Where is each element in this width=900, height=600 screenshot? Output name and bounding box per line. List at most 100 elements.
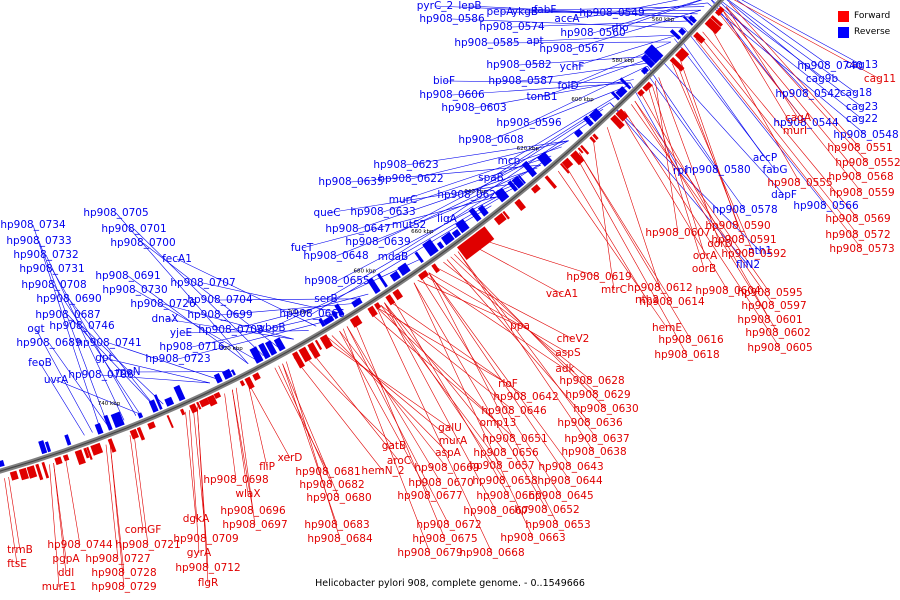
gene-label: hp908_0730	[102, 284, 167, 296]
gene-label: hp908_0746	[49, 320, 115, 332]
reverse-gene-feature	[615, 86, 628, 98]
label-leader	[528, 65, 648, 124]
reverse-gene-feature	[94, 423, 104, 435]
gene-label: ligA	[437, 213, 457, 225]
gene-label: hp908_0675	[412, 533, 477, 545]
label-leader	[105, 444, 119, 560]
gene-label: hp908_0704	[187, 294, 253, 306]
forward-gene-feature	[189, 403, 199, 414]
gene-label: hp908_0666	[279, 308, 345, 320]
label-leader	[219, 298, 361, 301]
label-leader	[350, 164, 541, 183]
forward-gene-feature	[180, 408, 186, 416]
gene-label: serB	[314, 293, 337, 305]
label-leader	[557, 170, 668, 329]
forward-gene-feature	[26, 465, 38, 479]
gene-label: dapF	[771, 189, 797, 201]
label-leader	[413, 282, 534, 539]
label-leader	[684, 27, 827, 207]
gene-label: bioF	[433, 75, 455, 87]
gene-label: flgR	[198, 577, 219, 589]
legend-reverse-label: Reverse	[854, 27, 891, 37]
gene-label: cag11	[864, 73, 896, 85]
gene-label: mcp	[498, 155, 521, 167]
gene-label: hp908_0604	[695, 285, 761, 297]
label-leader	[247, 381, 268, 468]
label-leader	[191, 312, 339, 348]
gene-label: pyrC_2	[417, 0, 453, 12]
label-leader	[354, 321, 446, 540]
gene-label: hp908_0690	[36, 293, 101, 305]
gene-label: wbpB	[256, 322, 285, 334]
label-leader	[428, 272, 569, 354]
forward-gene-feature	[704, 17, 722, 35]
forward-gene-feature	[292, 351, 305, 369]
forward-gene-feature	[74, 449, 86, 465]
forward-gene-feature	[577, 147, 584, 154]
label-leader	[115, 212, 249, 364]
label-leader	[342, 328, 431, 554]
label-leader	[473, 79, 634, 109]
gene-label: hp908_0728	[91, 567, 156, 579]
gene-label: hp908_0619	[566, 271, 631, 283]
gene-label: hp908_0703	[198, 324, 263, 336]
gene-label: hemE	[652, 322, 682, 334]
gene-label: trmB	[7, 544, 33, 556]
forward-gene-feature	[374, 302, 382, 310]
gene-label: hp908_0681	[295, 466, 360, 478]
label-leader	[534, 34, 678, 42]
label-leader	[324, 339, 451, 429]
gene-label: dgkA	[183, 513, 210, 525]
gene-label: murA	[439, 435, 468, 447]
gene-label: folD	[557, 80, 578, 92]
label-leader	[606, 127, 661, 289]
label-leader	[384, 302, 506, 482]
label-leader	[457, 251, 595, 453]
label-leader	[609, 102, 749, 266]
label-leader	[443, 80, 631, 84]
gene-label: hp908_0618	[654, 349, 719, 361]
label-leader	[571, 9, 701, 50]
gene-label: hp908_0566	[793, 200, 859, 212]
gene-label: hp908_0572	[825, 229, 890, 241]
gene-label: hp908_0696	[220, 505, 286, 517]
label-leader	[619, 0, 703, 29]
gene-label: hp908_0732	[13, 249, 78, 261]
label-leader	[133, 228, 264, 357]
gene-label: hp908_0655	[304, 275, 369, 287]
reverse-gene-feature	[64, 434, 72, 446]
label-leader	[451, 82, 631, 96]
gene-label: hp908_0683	[304, 519, 369, 531]
gene-label: queC	[313, 207, 340, 219]
gene-label: apt	[526, 35, 543, 47]
gene-label: hp908_0687	[35, 309, 100, 321]
gene-label: hp908_0602	[745, 327, 810, 339]
forward-gene-feature	[610, 114, 625, 130]
forward-gene-feature	[642, 81, 653, 92]
forward-gene-feature	[129, 428, 139, 440]
label-leader	[699, 35, 859, 236]
forward-gene-feature	[18, 467, 29, 481]
gene-label: hp908_0616	[658, 334, 724, 346]
legend-forward-label: Forward	[854, 11, 891, 21]
label-leader	[369, 312, 499, 424]
label-leader	[566, 2, 708, 20]
label-leader	[377, 164, 541, 243]
gene-label: rho	[611, 22, 628, 34]
gene-label: hp908_0614	[639, 296, 705, 308]
forward-gene-feature	[560, 163, 570, 174]
reverse-gene-feature	[574, 128, 584, 138]
reverse-gene-feature	[414, 251, 424, 263]
label-leader	[35, 328, 93, 433]
gene-label: oorB	[692, 263, 716, 275]
label-leader	[733, 0, 881, 80]
label-leader	[707, 2, 867, 136]
gene-label: hp908_0585	[454, 37, 519, 49]
gene-label: hp908_0740	[797, 60, 862, 72]
label-leader	[196, 406, 209, 584]
gene-label: fucT	[291, 242, 314, 254]
reverse-gene-feature	[173, 384, 186, 402]
label-leader	[65, 458, 81, 546]
label-leader	[339, 330, 448, 469]
tick-label: 660 kbp	[411, 229, 434, 235]
